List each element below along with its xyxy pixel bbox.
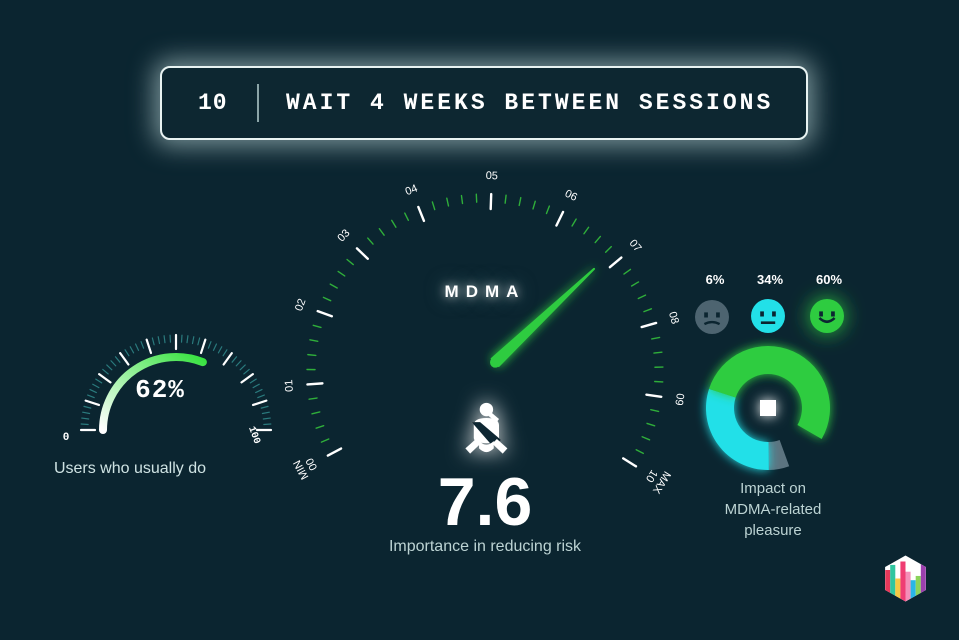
svg-text:06: 06 [563,188,579,204]
svg-text:08: 08 [666,310,681,325]
svg-text:05: 05 [485,170,498,182]
svg-text:09: 09 [672,392,686,406]
svg-text:03: 03 [335,227,352,244]
svg-text:0: 0 [63,432,70,444]
svg-text:04: 04 [404,182,420,198]
svg-text:07: 07 [627,237,644,254]
svg-text:02: 02 [293,297,308,313]
svg-text:100: 100 [245,425,261,446]
